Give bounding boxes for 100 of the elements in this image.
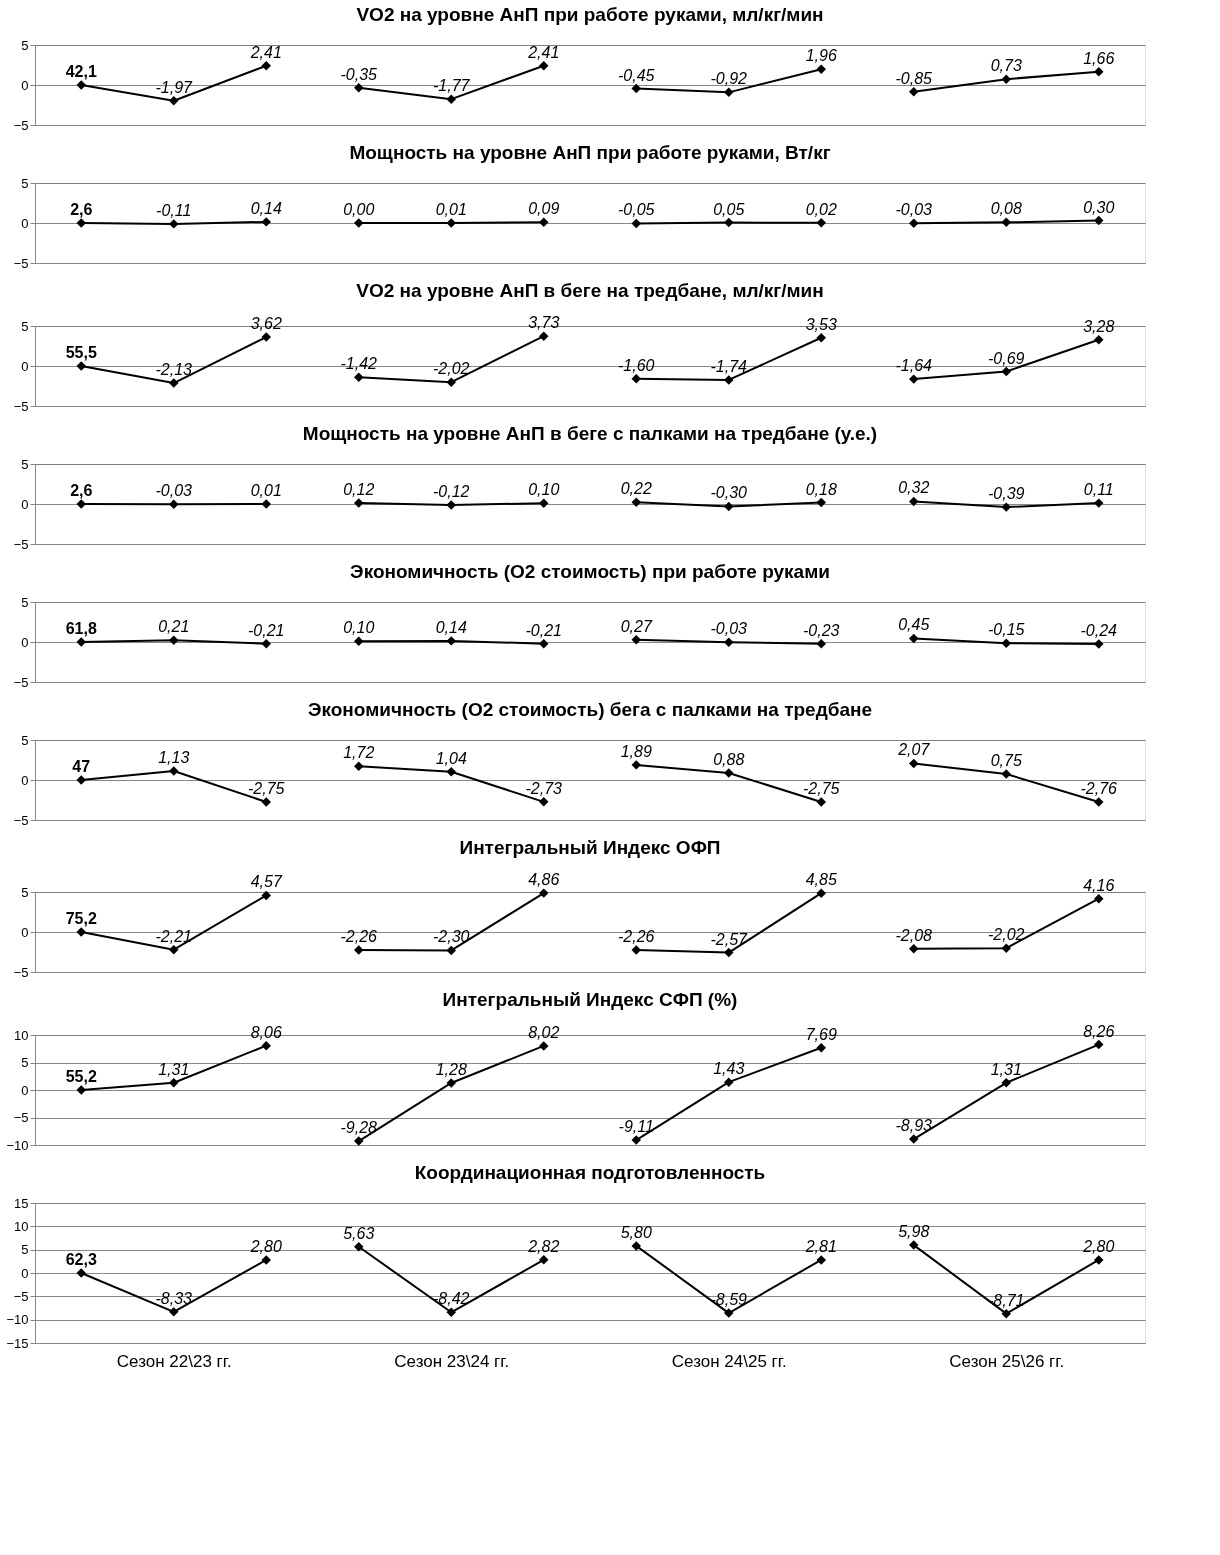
x-tick-label: Сезон 25\26 гг. xyxy=(949,1351,1065,1371)
point xyxy=(169,378,179,388)
data-label: 5,63 xyxy=(343,1224,375,1242)
data-label: 1,72 xyxy=(343,744,375,762)
data-label: 3,73 xyxy=(528,314,560,332)
point xyxy=(1094,1039,1104,1050)
y-tick-label: −5 xyxy=(13,1110,29,1125)
data-label: -0,21 xyxy=(248,621,285,639)
y-tick-label: 5 xyxy=(21,884,29,900)
point xyxy=(631,83,641,94)
data-label: 2,80 xyxy=(1082,1237,1115,1255)
data-label: -8,59 xyxy=(710,1291,748,1309)
y-tick-label: 5 xyxy=(21,175,29,191)
chart-title: Интегральный Индекс СФП (%) xyxy=(442,988,738,1010)
data-label: -2,30 xyxy=(433,928,470,946)
point xyxy=(631,374,641,384)
y-tick-label: 5 xyxy=(21,318,29,334)
point xyxy=(169,1078,179,1088)
point xyxy=(1094,66,1104,77)
data-label: 0,32 xyxy=(898,479,930,497)
point xyxy=(354,1136,364,1146)
chart-title: Экономичность (О2 стоимость) при работе руками xyxy=(350,561,830,582)
y-tick-label: 0 xyxy=(21,358,29,374)
data-label: -2,21 xyxy=(155,927,192,945)
y-tick-label: −5 xyxy=(13,117,29,133)
data-label: 2,81 xyxy=(804,1237,837,1255)
point xyxy=(909,374,919,384)
point xyxy=(354,1241,364,1252)
data-label: 0,05 xyxy=(713,200,745,218)
y-tick-label: 10 xyxy=(14,1027,29,1043)
point xyxy=(1001,1078,1011,1088)
point xyxy=(169,96,179,106)
chart-title: VO2 на уровне АнП при работе руками, мл/кг/мин xyxy=(356,4,824,25)
data-label: 0,01 xyxy=(435,200,467,218)
point xyxy=(539,888,549,898)
data-label: 3,53 xyxy=(805,315,837,333)
data-label: -8,93 xyxy=(895,1117,933,1135)
point xyxy=(539,60,549,71)
y-tick-label: 0 xyxy=(21,1082,29,1098)
data-label: -0,03 xyxy=(155,482,193,500)
data-label: 0,21 xyxy=(158,618,190,636)
y-tick-label: 5 xyxy=(21,1055,29,1070)
data-label: 2,80 xyxy=(249,1237,282,1255)
data-label: 0,27 xyxy=(620,617,653,635)
data-label: -2,75 xyxy=(248,780,285,797)
point xyxy=(816,1042,826,1053)
point xyxy=(909,943,919,954)
y-tick-label: 0 xyxy=(21,924,29,940)
y-tick-label: −5 xyxy=(13,536,29,552)
y-tick-label: 5 xyxy=(21,732,29,748)
annotation: 42,1 xyxy=(65,63,97,80)
point xyxy=(909,758,919,769)
point xyxy=(261,1040,271,1051)
chart-title: VO2 на уровне АнП в беге на тредбане, мл/кг/мин xyxy=(356,280,824,302)
data-label: -8,42 xyxy=(433,1290,470,1308)
data-label: -2,02 xyxy=(433,360,470,378)
data-label: 0,09 xyxy=(528,200,560,218)
data-label: -0,92 xyxy=(710,70,748,88)
data-label: 1,13 xyxy=(158,748,190,766)
point xyxy=(446,766,456,777)
data-label: -1,74 xyxy=(710,357,748,375)
point xyxy=(261,332,271,342)
x-tick-label: Сезон 24\25 гг. xyxy=(671,1351,787,1371)
annotation: 55,2 xyxy=(65,1068,97,1085)
point xyxy=(909,1240,919,1250)
y-tick-label: 0 xyxy=(21,77,29,93)
point xyxy=(909,1134,919,1144)
data-label: 4,85 xyxy=(805,871,837,889)
point xyxy=(169,766,179,776)
point xyxy=(446,377,456,387)
data-label: 0,11 xyxy=(1083,481,1114,499)
data-label: -0,03 xyxy=(710,620,748,638)
point xyxy=(169,944,179,955)
data-label: -8,33 xyxy=(155,1289,193,1307)
y-tick-label: −10 xyxy=(6,1137,29,1153)
data-label: -0,03 xyxy=(895,201,933,219)
data-label: -2,75 xyxy=(803,780,840,797)
point xyxy=(631,760,641,770)
point xyxy=(631,1241,641,1251)
y-tick-label: 0 xyxy=(21,1265,29,1281)
data-label: 4,57 xyxy=(250,873,283,891)
data-label: 2,41 xyxy=(527,43,560,61)
y-tick-label: 5 xyxy=(21,37,29,53)
data-label: 1,31 xyxy=(158,1060,190,1078)
chart-title: Интегральный Индекс ОФП xyxy=(459,837,721,859)
point xyxy=(1001,943,1011,953)
data-label: -2,73 xyxy=(525,779,563,797)
y-tick-label: −10 xyxy=(6,1312,29,1328)
point xyxy=(354,83,364,93)
data-label: -0,12 xyxy=(433,482,470,500)
y-tick-label: −5 xyxy=(13,674,29,690)
point xyxy=(446,1307,456,1318)
data-label: 1,43 xyxy=(713,1060,745,1078)
data-label: -0,45 xyxy=(618,66,655,84)
point xyxy=(169,1307,179,1317)
data-label: -2,02 xyxy=(988,926,1025,944)
point xyxy=(539,797,549,807)
point xyxy=(724,947,734,958)
annotation: 55,5 xyxy=(65,344,97,361)
point xyxy=(816,1255,826,1265)
